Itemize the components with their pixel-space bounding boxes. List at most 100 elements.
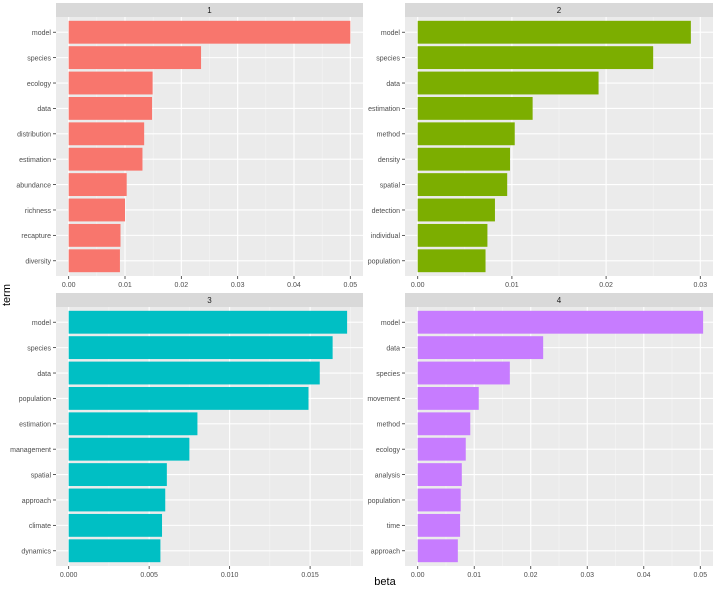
facet-panel-3: 3 model species data population estimation man… bbox=[10, 293, 363, 579]
bar-estimation bbox=[68, 412, 198, 436]
bar-data bbox=[417, 336, 544, 360]
category-label-data: data bbox=[386, 345, 400, 352]
bar-spatial bbox=[68, 463, 167, 487]
bar-recapture bbox=[68, 223, 121, 247]
x-axis-title: beta bbox=[374, 576, 396, 588]
facet-strip-label-3: 3 bbox=[207, 296, 212, 305]
bar-population bbox=[68, 386, 309, 410]
category-label-dynamics: dynamics bbox=[21, 549, 51, 556]
bar-species bbox=[417, 46, 654, 70]
bar-estimation bbox=[68, 147, 143, 171]
bar-abundance bbox=[68, 173, 127, 197]
category-label-model: model bbox=[381, 30, 401, 37]
facet-strip-3 bbox=[56, 293, 363, 307]
x-tick-label: 0.03 bbox=[580, 572, 594, 579]
category-label-movement: movement bbox=[367, 396, 400, 403]
category-label-diversity: diversity bbox=[25, 259, 51, 266]
bar-model bbox=[68, 310, 348, 334]
bar-species bbox=[68, 46, 202, 70]
facet-strip-4 bbox=[405, 293, 713, 307]
category-label-ecology: ecology bbox=[376, 447, 401, 454]
category-label-model: model bbox=[381, 320, 401, 327]
x-tick-label: 0.05 bbox=[344, 282, 358, 289]
x-tick-label: 0.015 bbox=[301, 572, 319, 579]
bar-species bbox=[68, 336, 333, 360]
facet-panel-4: 4 model data species movement method ecology an… bbox=[367, 293, 713, 579]
facet-strip-label-1: 1 bbox=[207, 6, 212, 15]
bar-diversity bbox=[68, 249, 120, 273]
facet-strip-label-2: 2 bbox=[557, 6, 562, 15]
x-tick-label: 0.00 bbox=[411, 572, 425, 579]
category-label-method: method bbox=[377, 132, 400, 139]
category-label-species: species bbox=[376, 55, 400, 62]
bar-individual bbox=[417, 223, 488, 247]
category-label-species: species bbox=[27, 345, 51, 352]
category-label-population: population bbox=[19, 396, 51, 403]
category-label-spatial: spatial bbox=[31, 472, 52, 479]
bar-model bbox=[68, 20, 351, 44]
bar-data bbox=[68, 361, 320, 385]
x-tick-label: 0.00 bbox=[62, 282, 76, 289]
category-label-analysis: analysis bbox=[375, 472, 401, 479]
category-label-recapture: recapture bbox=[21, 233, 51, 240]
bar-climate bbox=[68, 513, 163, 537]
bar-species bbox=[417, 361, 510, 385]
x-tick-label: 0.05 bbox=[693, 572, 707, 579]
bar-population bbox=[417, 249, 486, 273]
category-label-method: method bbox=[377, 422, 400, 429]
x-tick-label: 0.03 bbox=[231, 282, 245, 289]
x-tick-label: 0.02 bbox=[524, 572, 538, 579]
category-label-distribution: distribution bbox=[17, 132, 51, 139]
category-label-approach: approach bbox=[371, 549, 400, 556]
bar-analysis bbox=[417, 463, 462, 487]
bar-ecology bbox=[68, 71, 153, 95]
x-tick-label: 0.02 bbox=[175, 282, 189, 289]
x-tick-label: 0.005 bbox=[140, 572, 158, 579]
category-label-population: population bbox=[368, 259, 400, 266]
bar-method bbox=[417, 122, 515, 146]
x-tick-label: 0.04 bbox=[637, 572, 651, 579]
bar-model bbox=[417, 20, 691, 44]
bar-approach bbox=[417, 539, 458, 563]
facet-panel-1: 1 model species ecology data distribution esti… bbox=[16, 3, 363, 289]
bar-spatial bbox=[417, 173, 508, 197]
facet-panel-2: 2 model species data estimation method density… bbox=[368, 3, 713, 289]
bar-richness bbox=[68, 198, 126, 222]
bar-data bbox=[417, 71, 599, 95]
category-label-model: model bbox=[32, 320, 52, 327]
category-label-model: model bbox=[32, 30, 52, 37]
category-label-abundance: abundance bbox=[16, 182, 51, 189]
x-tick-label: 0.010 bbox=[221, 572, 239, 579]
bar-approach bbox=[68, 488, 166, 512]
category-label-estimation: estimation bbox=[19, 157, 51, 164]
category-label-data: data bbox=[37, 106, 51, 113]
x-tick-label: 0.04 bbox=[287, 282, 301, 289]
bar-method bbox=[417, 412, 471, 436]
category-label-individual: individual bbox=[371, 233, 401, 240]
category-label-ecology: ecology bbox=[27, 81, 52, 88]
bar-population bbox=[417, 488, 461, 512]
category-label-approach: approach bbox=[22, 498, 51, 505]
category-label-data: data bbox=[386, 81, 400, 88]
x-tick-label: 0.00 bbox=[411, 282, 425, 289]
category-label-data: data bbox=[37, 371, 51, 378]
category-label-species: species bbox=[376, 371, 400, 378]
bar-density bbox=[417, 147, 511, 171]
category-label-density: density bbox=[378, 157, 401, 164]
bar-data bbox=[68, 96, 153, 120]
category-label-richness: richness bbox=[25, 208, 52, 215]
bar-movement bbox=[417, 386, 479, 410]
x-tick-label: 0.01 bbox=[118, 282, 132, 289]
x-tick-label: 0.03 bbox=[693, 282, 707, 289]
category-label-species: species bbox=[27, 55, 51, 62]
bar-dynamics bbox=[68, 539, 161, 563]
facet-strip-label-4: 4 bbox=[557, 296, 562, 305]
y-axis-title: term bbox=[1, 284, 13, 306]
category-label-population: population bbox=[368, 498, 400, 505]
bar-distribution bbox=[68, 122, 145, 146]
category-label-spatial: spatial bbox=[380, 182, 401, 189]
category-label-time: time bbox=[387, 523, 400, 530]
category-label-estimation: estimation bbox=[19, 422, 51, 429]
